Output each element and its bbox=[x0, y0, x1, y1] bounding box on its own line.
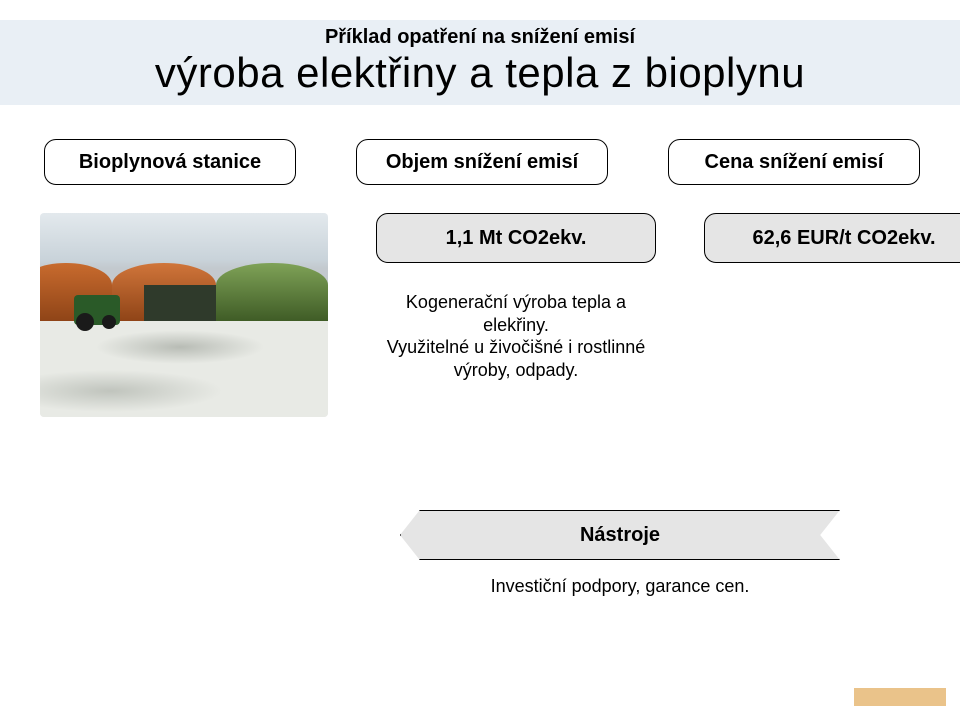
mid-column: 1,1 Mt CO2ekv. Kogenerační výroba tepla … bbox=[376, 213, 656, 381]
photo-ground bbox=[40, 321, 328, 417]
description-line: Kogenerační výroba tepla a elekřiny. bbox=[406, 292, 626, 335]
slide-title: výroba elektřiny a tepla z bioplynu bbox=[40, 51, 920, 95]
station-photo bbox=[40, 213, 328, 417]
mid-row: 1,1 Mt CO2ekv. Kogenerační výroba tepla … bbox=[40, 213, 920, 417]
photo-shed bbox=[144, 285, 216, 321]
photo-wheel bbox=[102, 315, 116, 329]
photo-tractor bbox=[74, 295, 120, 325]
right-column: 62,6 EUR/t CO2ekv. bbox=[704, 213, 960, 263]
description-text: Kogenerační výroba tepla a elekřiny. Vyu… bbox=[376, 291, 656, 381]
box-station: Bioplynová stanice bbox=[44, 139, 296, 185]
tools-label: Nástroje bbox=[580, 524, 660, 547]
top-row: Bioplynová stanice Objem snížení emisí C… bbox=[40, 139, 920, 185]
box-volume-value: 1,1 Mt CO2ekv. bbox=[376, 213, 656, 263]
photo-wheel bbox=[76, 313, 94, 331]
box-price-label: Cena snížení emisí bbox=[668, 139, 920, 185]
slide-kicker: Příklad opatření na snížení emisí bbox=[40, 26, 920, 49]
tools-label-box: Nástroje bbox=[400, 510, 840, 560]
photo-tank bbox=[216, 263, 328, 321]
header-band: Příklad opatření na snížení emisí výroba… bbox=[0, 20, 960, 105]
tools-section: Nástroje Investiční podpory, garance cen… bbox=[400, 510, 840, 597]
box-volume-label: Objem snížení emisí bbox=[356, 139, 608, 185]
slide: Příklad opatření na snížení emisí výroba… bbox=[0, 0, 960, 716]
tools-caption: Investiční podpory, garance cen. bbox=[400, 576, 840, 597]
description-line: Využitelné u živočišné i rostlinné výrob… bbox=[387, 337, 645, 380]
corner-accent bbox=[854, 688, 946, 706]
box-price-value: 62,6 EUR/t CO2ekv. bbox=[704, 213, 960, 263]
